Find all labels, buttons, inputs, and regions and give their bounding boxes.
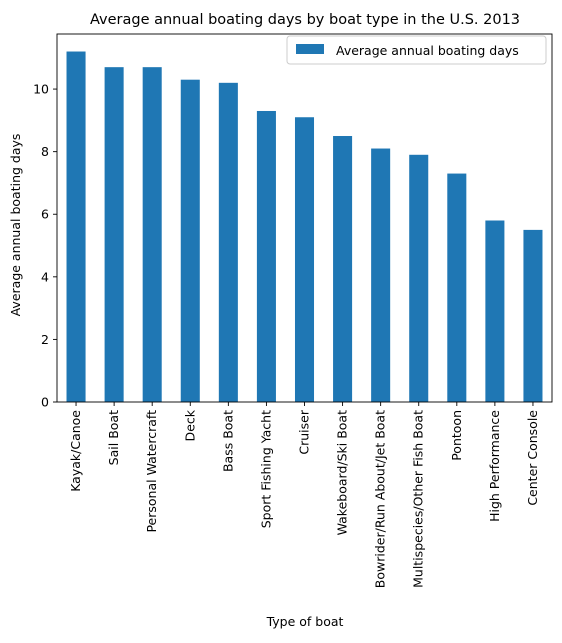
legend-label: Average annual boating days	[336, 43, 519, 58]
x-tick-label: Bass Boat	[220, 410, 235, 472]
x-tick-label: Bowrider/Run About/Jet Boat	[373, 410, 388, 588]
y-tick-label: 10	[33, 82, 49, 97]
x-tick-label: High Performance	[487, 410, 502, 522]
y-tick-label: 2	[41, 332, 49, 347]
bar	[523, 229, 543, 402]
x-tick-label: Center Console	[525, 410, 540, 506]
chart-title: Average annual boating days by boat type…	[90, 12, 520, 28]
x-axis: Kayak/Canoe Sail Boat Personal Watercraft D…	[68, 402, 540, 588]
bar	[104, 67, 124, 403]
bar	[142, 67, 162, 403]
y-tick-label: 4	[41, 269, 49, 284]
legend: Average annual boating days	[286, 35, 547, 65]
x-tick-label: Kayak/Canoe	[68, 410, 83, 492]
bars-layer	[66, 51, 543, 403]
bar	[180, 79, 200, 402]
bar	[66, 51, 86, 403]
bar	[256, 110, 276, 402]
y-tick-label: 8	[41, 144, 49, 159]
bar	[218, 82, 238, 402]
y-axis: 0 2 4 6 8 10	[33, 82, 57, 410]
legend-box	[286, 35, 547, 65]
x-tick-label: Wakeboard/Ski Boat	[335, 410, 350, 536]
bar	[409, 154, 429, 402]
x-tick-label: Personal Watercraft	[144, 410, 159, 533]
x-tick-label: Sail Boat	[106, 410, 121, 465]
bar	[371, 148, 391, 402]
x-tick-label: Sport Fishing Yacht	[258, 410, 273, 528]
bar	[447, 173, 467, 402]
x-tick-label: Multispecies/Other Fish Boat	[411, 410, 426, 588]
y-axis-label: Average annual boating days	[8, 134, 23, 317]
y-tick-label: 0	[41, 395, 49, 410]
bar	[485, 220, 505, 402]
title-layer: Average annual boating days by boat type…	[90, 12, 520, 28]
bar	[333, 136, 353, 402]
x-tick-label: Deck	[182, 409, 197, 441]
plot-frame	[56, 33, 553, 403]
x-tick-label: Cruiser	[297, 409, 312, 454]
plot-border	[56, 33, 553, 403]
bar	[294, 117, 315, 403]
x-tick-label: Pontoon	[449, 410, 464, 461]
legend-swatch	[296, 44, 324, 54]
y-tick-label: 6	[41, 207, 49, 222]
x-axis-label: Type of boat	[266, 614, 344, 629]
